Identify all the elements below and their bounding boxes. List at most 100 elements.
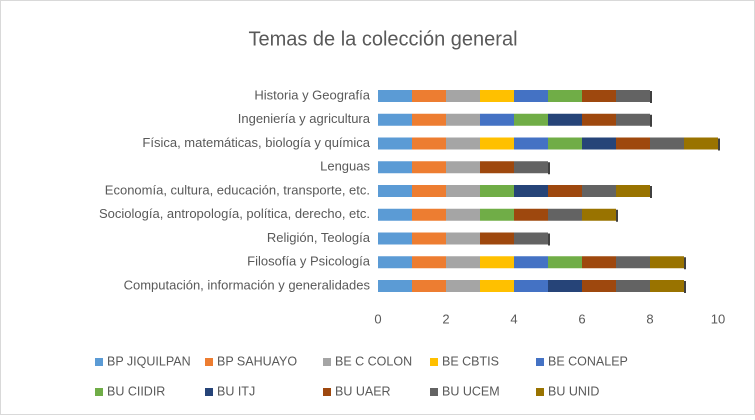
bar-segment	[514, 137, 548, 150]
bar-segment	[582, 113, 616, 126]
legend-label: BU ITJ	[217, 384, 255, 398]
bar-segment	[514, 113, 548, 126]
legend-label: BE CBTIS	[442, 354, 499, 368]
bar-segment	[480, 232, 514, 245]
bar-shadow	[718, 138, 720, 151]
legend-label: BU CIIDIR	[107, 384, 165, 398]
legend-swatch	[95, 388, 103, 396]
bar-segment	[480, 161, 514, 174]
legend-swatch	[323, 358, 331, 366]
bar-shadow	[684, 257, 686, 270]
bar-segment	[412, 161, 446, 174]
bar-segment	[616, 280, 650, 292]
x-tick-label: 4	[510, 311, 517, 326]
bar-segment	[514, 232, 548, 245]
bar-segment	[548, 256, 582, 269]
bar-segment	[514, 161, 548, 174]
bar-segment	[514, 280, 548, 292]
y-tick-label: Filosofía y Psicología	[247, 254, 371, 269]
bar-segment	[378, 208, 412, 221]
legend-swatch	[430, 358, 438, 366]
chart-title: Temas de la colección general	[248, 28, 517, 50]
bar-segment	[650, 137, 684, 150]
bar-segment	[582, 208, 616, 221]
bar-segment	[378, 137, 412, 150]
x-tick-label: 0	[374, 311, 381, 326]
bar-segment	[378, 113, 412, 126]
bar-shadow	[650, 186, 652, 198]
legend-swatch	[95, 358, 103, 366]
legend-label: BE C COLON	[335, 354, 412, 368]
bar-segment	[378, 185, 412, 197]
bar-segment	[412, 232, 446, 245]
bar-segment	[480, 256, 514, 269]
bar-segment	[480, 113, 514, 126]
bar-segment	[446, 161, 480, 174]
bar-segment	[548, 137, 582, 150]
bar-segment	[480, 280, 514, 292]
bar-segment	[684, 137, 718, 150]
bar-segment	[514, 208, 548, 221]
bar-segment	[446, 232, 480, 245]
legend-swatch	[205, 388, 213, 396]
bar-segment	[446, 208, 480, 221]
bar-segment	[446, 90, 480, 102]
x-tick-label: 2	[442, 311, 449, 326]
y-tick-label: Religión, Teología	[267, 230, 371, 245]
legend-label: BE CONALEP	[548, 354, 628, 368]
bar-segment	[514, 256, 548, 269]
bar-segment	[378, 232, 412, 245]
bar-segment	[412, 137, 446, 150]
bar-segment	[480, 185, 514, 197]
y-tick-label: Ingeniería y agricultura	[238, 111, 371, 126]
bar-segment	[616, 90, 650, 102]
legend-swatch	[323, 388, 331, 396]
bar-shadow	[650, 91, 652, 103]
x-tick-label: 8	[646, 311, 653, 326]
bar-segment	[480, 90, 514, 102]
bar-segment	[412, 280, 446, 292]
bar-segment	[616, 137, 650, 150]
bar-segment	[548, 185, 582, 197]
bar-shadow	[616, 209, 618, 222]
bar-segment	[650, 256, 684, 269]
bar-segment	[650, 280, 684, 292]
legend-swatch	[205, 358, 213, 366]
bar-shadow	[684, 281, 686, 293]
y-tick-label: Lenguas	[320, 159, 370, 174]
legend-swatch	[430, 388, 438, 396]
bar-segment	[446, 280, 480, 292]
legend-label: BP SAHUAYO	[217, 354, 297, 368]
x-tick-label: 6	[578, 311, 585, 326]
y-tick-label: Física, matemáticas, biología y química	[142, 135, 370, 150]
y-tick-label: Economía, cultura, educación, transporte…	[105, 182, 370, 197]
bar-segment	[582, 185, 616, 197]
bar-segment	[412, 208, 446, 221]
bar-shadow	[650, 114, 652, 127]
legend-label: BU UNID	[548, 384, 599, 398]
y-tick-label: Computación, información y generalidades	[124, 277, 371, 292]
bar-segment	[446, 113, 480, 126]
bar-segment	[548, 90, 582, 102]
bar-segment	[514, 185, 548, 197]
bar-segment	[378, 256, 412, 269]
legend-label: BP JIQUILPAN	[107, 354, 191, 368]
bar-shadow	[548, 233, 550, 246]
legend-swatch	[536, 358, 544, 366]
bar-segment	[582, 137, 616, 150]
bar-segment	[616, 256, 650, 269]
bar-segment	[480, 137, 514, 150]
bar-segment	[548, 113, 582, 126]
bar-segment	[616, 113, 650, 126]
bar-segment	[446, 256, 480, 269]
y-tick-label: Sociología, antropología, política, dere…	[99, 206, 370, 221]
bar-segment	[480, 208, 514, 221]
bar-segment	[446, 137, 480, 150]
legend-label: BU UCEM	[442, 384, 500, 398]
bar-segment	[616, 185, 650, 197]
bar-segment	[582, 256, 616, 269]
bar-segment	[378, 90, 412, 102]
bar-shadow	[548, 162, 550, 175]
bar-segment	[378, 280, 412, 292]
